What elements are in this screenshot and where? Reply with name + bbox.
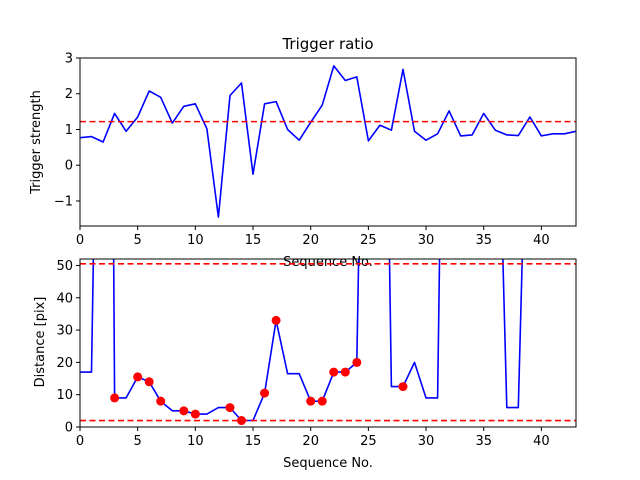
top-plot-x-tick-label: 0 (76, 233, 84, 248)
bottom-plot-point (317, 396, 327, 406)
bottom-plot-y-tick-label: 40 (56, 291, 73, 306)
bottom-plot-y-tick-label: 30 (56, 324, 73, 339)
top-plot-x-tick-label: 15 (245, 233, 262, 248)
bottom-plot: 0 5 10 15 20 25 30 35 40 0 10 20 30 40 50 Sequence No.… (33, 258, 577, 471)
top-plot-marks (80, 65, 576, 218)
bottom-plot-x-tick-label: 40 (533, 434, 550, 449)
bottom-plot-point (340, 367, 350, 377)
top-plot-series-line (80, 65, 576, 218)
bottom-plot-x-tick-label: 25 (360, 434, 377, 449)
bottom-plot-point (190, 409, 200, 419)
top-plot-x-tick-label: 20 (302, 233, 319, 248)
bottom-plot-y-tick-label: 20 (56, 356, 73, 371)
bottom-plot-point (306, 396, 316, 406)
bottom-plot-point (352, 357, 362, 367)
top-plot-y-tick-label: 3 (65, 52, 73, 67)
bottom-plot-point (329, 367, 339, 377)
top-plot-area: 0 5 10 15 20 25 30 35 40 −1 0 1 2 3 (54, 52, 577, 248)
bottom-plot-point (110, 393, 120, 403)
top-plot-y-tick-label: 2 (65, 87, 73, 102)
bottom-plot-area: 0 5 10 15 20 25 30 35 40 0 10 20 30 40 50 (56, 258, 577, 449)
top-plot-x-tick-label: 25 (360, 233, 377, 248)
bottom-plot-frame (79, 258, 577, 428)
bottom-plot-x-tick-label: 5 (134, 434, 142, 449)
bottom-plot-x-label: Sequence No. (283, 456, 373, 471)
top-plot-frame (79, 57, 577, 227)
top-plot-x-tick-label: 5 (134, 233, 142, 248)
bottom-plot-x-tick-label: 30 (418, 434, 435, 449)
bottom-plot-x-tick-label: 35 (475, 434, 492, 449)
bottom-plot-point (260, 388, 270, 398)
bottom-plot-point (179, 406, 189, 416)
top-plot-title: Trigger ratio (281, 35, 373, 53)
bottom-plot-point (144, 377, 154, 387)
top-plot-x-tick-label: 10 (187, 233, 204, 248)
top-plot-y-tick-label: −1 (54, 194, 73, 209)
top-plot-x-tick-label: 35 (475, 233, 492, 248)
bottom-plot-y-label: Distance [pix] (33, 297, 48, 388)
bottom-plot-y-tick-label: 0 (65, 421, 73, 436)
bottom-plot-point (236, 416, 246, 426)
top-plot-x-label: Sequence No. (283, 255, 373, 270)
top-plot-y-tick-label: 0 (65, 159, 73, 174)
bottom-plot-x-tick-label: 15 (245, 434, 262, 449)
bottom-plot-marks (80, 259, 576, 426)
bottom-plot-x-tick-label: 20 (302, 434, 319, 449)
top-plot-y-label: Trigger strength (29, 90, 44, 195)
bottom-plot-x-tick-label: 0 (76, 434, 84, 449)
top-plot-y-tick-label: 1 (65, 123, 73, 138)
bottom-plot-x-tick-label: 10 (187, 434, 204, 449)
top-plot-x-tick-label: 40 (533, 233, 550, 248)
top-plot-x-tick-label: 30 (418, 233, 435, 248)
bottom-plot-y-tick-label: 50 (56, 259, 73, 274)
bottom-plot-y-tick-label: 10 (56, 388, 73, 403)
bottom-plot-point (156, 396, 166, 406)
bottom-plot-point (133, 372, 143, 382)
bottom-plot-point (271, 315, 281, 325)
bottom-plot-point (398, 382, 408, 392)
bottom-plot-point (225, 403, 235, 413)
